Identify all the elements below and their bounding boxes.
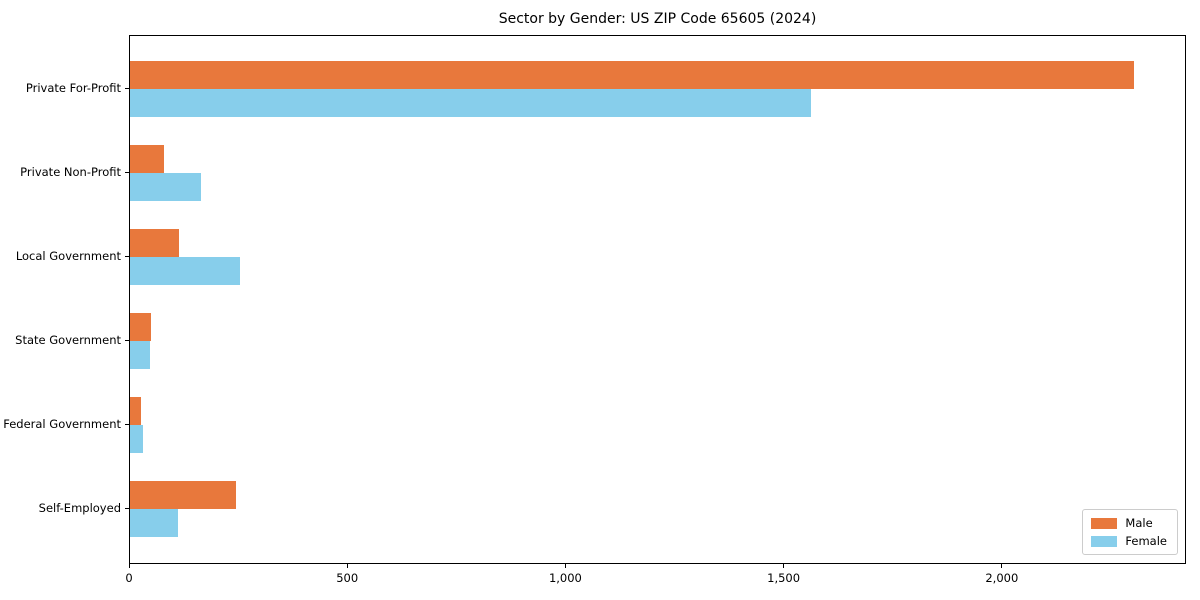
ytick-label-federal-government: Federal Government: [3, 417, 121, 431]
legend: Male Female: [1082, 509, 1178, 555]
xtick-label-0: 0: [125, 571, 133, 585]
xtick-label-2000: 2,000: [985, 571, 1019, 585]
legend-entry-female: Female: [1091, 535, 1167, 547]
ytick-mark-self-employed: [125, 508, 129, 509]
legend-swatch-female: [1091, 535, 1118, 547]
bar-female-private-for-profit: [130, 89, 811, 117]
ytick-label-local-government: Local Government: [15, 249, 121, 263]
xtick-mark-1000: [564, 564, 566, 568]
bar-male-state-government: [130, 313, 151, 341]
bar-male-self-employed: [130, 481, 237, 509]
xtick-mark-500: [346, 564, 348, 568]
bar-female-state-government: [130, 341, 151, 369]
legend-entry-male: Male: [1091, 517, 1167, 529]
bar-female-federal-government: [130, 425, 143, 453]
chart-title: Sector by Gender: US ZIP Code 65605 (202…: [498, 11, 817, 27]
bar-female-local-government: [130, 257, 240, 285]
ytick-mark-federal-government: [125, 424, 129, 425]
bar-male-private-non-profit: [130, 145, 165, 173]
xtick-label-1500: 1,500: [767, 571, 801, 585]
legend-label-female: Female: [1125, 534, 1167, 548]
ytick-label-private-for-profit: Private For-Profit: [25, 81, 121, 95]
legend-label-male: Male: [1125, 516, 1153, 530]
ytick-mark-local-government: [125, 256, 129, 257]
legend-swatch-male: [1091, 517, 1118, 529]
ytick-label-self-employed: Self-Employed: [38, 501, 121, 515]
xtick-label-500: 500: [336, 571, 359, 585]
bar-male-federal-government: [130, 397, 142, 425]
xtick-mark-1500: [783, 564, 785, 568]
xtick-label-1000: 1,000: [548, 571, 582, 585]
bar-male-local-government: [130, 229, 179, 257]
xtick-mark-2000: [1001, 564, 1003, 568]
bar-male-private-for-profit: [130, 61, 1134, 89]
ytick-mark-private-for-profit: [125, 88, 129, 89]
bar-female-self-employed: [130, 509, 178, 537]
ytick-mark-state-government: [125, 340, 129, 341]
bar-female-private-non-profit: [130, 173, 202, 201]
ytick-label-private-non-profit: Private Non-Profit: [20, 165, 121, 179]
ytick-mark-private-non-profit: [125, 172, 129, 173]
xtick-mark-0: [128, 564, 130, 568]
ytick-label-state-government: State Government: [15, 333, 121, 347]
plot-area: Male Female: [129, 35, 1186, 564]
